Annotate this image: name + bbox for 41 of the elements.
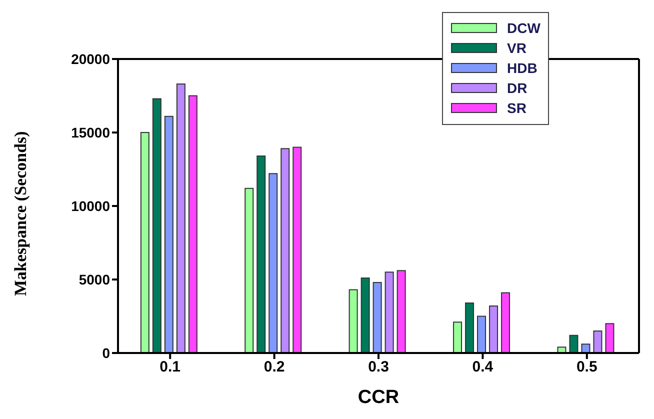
bar bbox=[384, 272, 394, 353]
bar bbox=[569, 334, 578, 353]
bar bbox=[489, 305, 498, 353]
x-tick-label: 0.5 bbox=[576, 358, 598, 376]
bar bbox=[280, 148, 290, 353]
bar bbox=[372, 282, 382, 353]
legend-label: DR bbox=[507, 80, 528, 96]
x-tick-label: 0.4 bbox=[472, 358, 494, 376]
legend-label: VR bbox=[507, 40, 526, 56]
y-tick-label: 15000 bbox=[71, 124, 110, 140]
bar bbox=[501, 292, 510, 353]
x-axis-title: CCR bbox=[358, 387, 400, 408]
x-tick-label: 0.2 bbox=[264, 358, 285, 376]
legend-label: HDB bbox=[507, 60, 538, 76]
x-tick-label: 0.3 bbox=[368, 358, 389, 376]
bar bbox=[164, 116, 174, 353]
bar bbox=[348, 289, 358, 353]
y-tick-label: 10000 bbox=[71, 198, 110, 214]
bar bbox=[396, 270, 406, 353]
bar bbox=[140, 132, 150, 353]
bar bbox=[176, 83, 186, 353]
y-tick-label: 20000 bbox=[71, 50, 110, 67]
bar bbox=[581, 344, 590, 353]
bar bbox=[593, 330, 602, 353]
bar bbox=[292, 146, 302, 353]
legend-label: SR bbox=[507, 100, 526, 116]
bar bbox=[188, 95, 198, 353]
bar bbox=[360, 278, 370, 353]
bar bbox=[256, 156, 266, 353]
x-tick-label: 0.1 bbox=[160, 358, 181, 376]
y-tick-label: 0 bbox=[102, 344, 110, 361]
bar bbox=[152, 98, 162, 353]
y-axis-title: Makespance (Seconds) bbox=[11, 131, 30, 296]
bar bbox=[453, 322, 462, 353]
bar bbox=[465, 302, 474, 353]
bar bbox=[244, 188, 254, 353]
y-tick-label: 5000 bbox=[78, 271, 110, 288]
legend-label: DCW bbox=[507, 20, 540, 36]
bar bbox=[477, 316, 486, 353]
bar bbox=[268, 173, 278, 353]
bar bbox=[605, 323, 614, 353]
